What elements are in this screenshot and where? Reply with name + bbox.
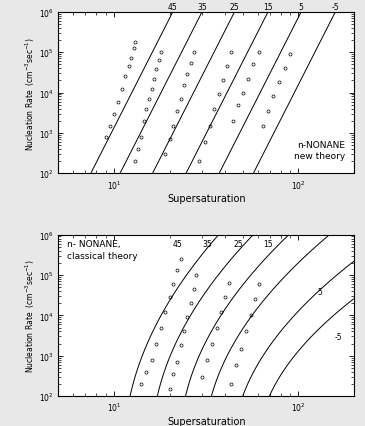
Text: 5: 5 xyxy=(299,3,304,12)
Text: 15: 15 xyxy=(263,239,272,248)
Text: 15: 15 xyxy=(263,3,273,12)
Y-axis label: Nucleation Rate  (cm$^{-3}$sec$^{-1}$): Nucleation Rate (cm$^{-3}$sec$^{-1}$) xyxy=(24,37,37,150)
Text: n- NONANE,
classical theory: n- NONANE, classical theory xyxy=(67,240,138,260)
X-axis label: Supersaturation: Supersaturation xyxy=(167,416,246,426)
Text: 35: 35 xyxy=(202,239,212,248)
Text: -5: -5 xyxy=(331,3,339,12)
Text: n-NONANE
new theory: n-NONANE new theory xyxy=(294,141,345,161)
Text: 45: 45 xyxy=(168,3,178,12)
Text: 45: 45 xyxy=(172,239,182,248)
Text: -5: -5 xyxy=(335,332,342,341)
Text: 25: 25 xyxy=(230,3,239,12)
Text: 35: 35 xyxy=(197,3,207,12)
X-axis label: Supersaturation: Supersaturation xyxy=(167,194,246,204)
Text: 25: 25 xyxy=(233,239,243,248)
Text: 5: 5 xyxy=(317,287,322,296)
Y-axis label: Nucleation Rate  (cm$^{-3}$sec$^{-1}$): Nucleation Rate (cm$^{-3}$sec$^{-1}$) xyxy=(24,259,37,372)
